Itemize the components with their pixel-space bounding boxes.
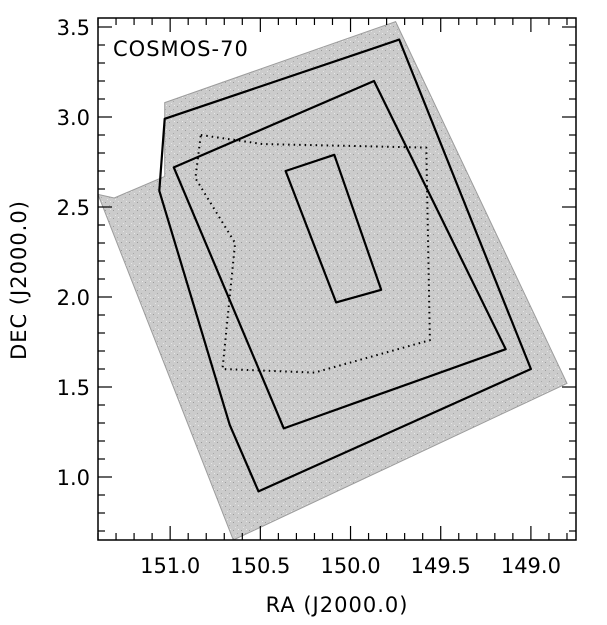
x-tick-label: 149.5: [411, 554, 471, 578]
panel-label: COSMOS-70: [113, 37, 249, 61]
x-tick-label: 150.0: [320, 554, 380, 578]
x-tick-label: 150.5: [230, 554, 290, 578]
y-tick-label: 2.0: [57, 286, 90, 310]
x-tick-label: 149.0: [501, 554, 561, 578]
x-tick-label: 151.0: [140, 554, 200, 578]
y-tick-label: 1.0: [57, 466, 90, 490]
footprint-outline-1: [158, 38, 533, 493]
y-tick-label: 3.5: [57, 16, 90, 40]
survey-field-image: [98, 20, 568, 540]
footprint-outline-2: [172, 79, 507, 430]
footprint-outline-4: [284, 153, 383, 304]
y-tick-label: 2.5: [57, 196, 90, 220]
x-axis-title: RA (J2000.0): [266, 593, 409, 617]
y-tick-label: 3.0: [57, 106, 90, 130]
y-tick-label: 1.5: [57, 376, 90, 400]
y-axis-title: DEC (J2000.0): [7, 200, 31, 360]
footprint-outline-3-dotted: [194, 134, 431, 374]
